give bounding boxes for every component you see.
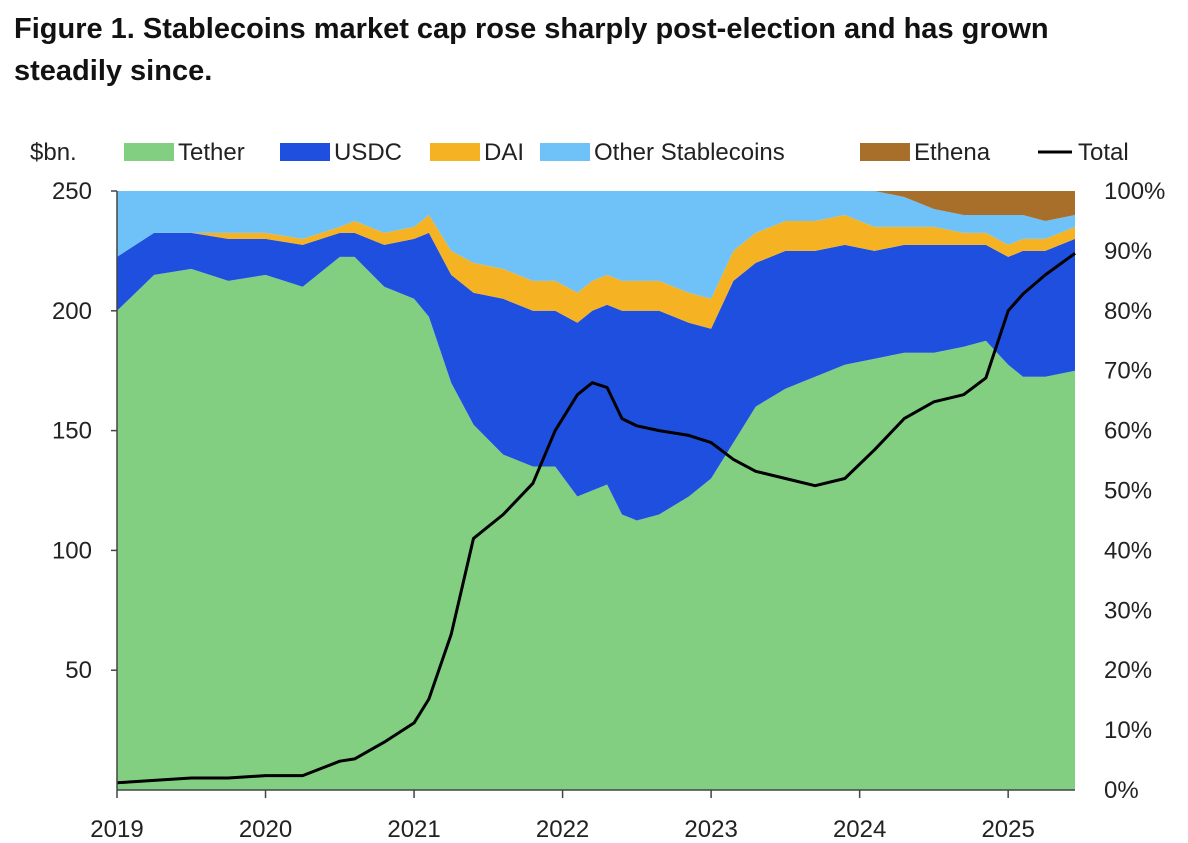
legend-swatch-tether xyxy=(124,143,174,161)
legend-label-dai: DAI xyxy=(484,139,524,166)
total-line xyxy=(116,252,1076,785)
legend-swatch-dai xyxy=(430,143,480,161)
y-right-tick-label: 40% xyxy=(1104,537,1152,564)
x-tick-label: 2025 xyxy=(981,816,1034,843)
y-left-unit-label: $bn. xyxy=(30,139,77,166)
y-right-tick-label: 60% xyxy=(1104,418,1152,445)
legend-swatch-other-stablecoins xyxy=(540,143,590,161)
x-tick-label: 2023 xyxy=(684,816,737,843)
legend: $bn. Tether USDC DAI Other Stablecoins Ethena… xyxy=(30,139,1129,166)
x-tick-label: 2022 xyxy=(536,816,589,843)
y-right-tick-label: 90% xyxy=(1104,238,1152,265)
area-dai xyxy=(117,215,1075,329)
y-left-tick-label: 250 xyxy=(52,178,92,205)
y-right-tick-label: 80% xyxy=(1104,298,1152,325)
legend-label-total: Total xyxy=(1078,139,1129,166)
y-left-tick-label: 200 xyxy=(52,298,92,325)
legend-swatch-ethena xyxy=(860,143,910,161)
legend-swatch-usdc xyxy=(280,143,330,161)
legend-label-ethena: Ethena xyxy=(914,139,991,166)
y-left-tick-label: 100 xyxy=(52,537,92,564)
chart-title: Figure 1. Stablecoins market cap rose sh… xyxy=(14,13,1049,87)
area-layers xyxy=(116,191,1076,790)
x-tick-label: 2019 xyxy=(90,816,143,843)
x-tick-label: 2024 xyxy=(833,816,886,843)
x-tick-label: 2020 xyxy=(239,816,292,843)
legend-label-other-stablecoins: Other Stablecoins xyxy=(594,139,785,166)
legend-label-usdc: USDC xyxy=(334,139,402,166)
x-tick-label: 2021 xyxy=(387,816,440,843)
y-right-tick-label: 0% xyxy=(1104,777,1139,804)
legend-label-tether: Tether xyxy=(178,139,245,166)
area-tether xyxy=(117,256,1075,790)
y-right-tick-label: 70% xyxy=(1104,358,1152,385)
y-right-tick-label: 30% xyxy=(1104,597,1152,624)
y-left-tick-label: 150 xyxy=(52,418,92,445)
y-right-tick-label: 100% xyxy=(1104,178,1165,205)
y-right-tick-label: 10% xyxy=(1104,717,1152,744)
area-other-stablecoins xyxy=(117,191,1075,299)
y-right-tick-label: 20% xyxy=(1104,657,1152,684)
y-left-tick-label: 50 xyxy=(65,657,92,684)
area-ethena xyxy=(117,191,1075,221)
y-right-tick-label: 50% xyxy=(1104,478,1152,505)
axes: 250 200 150 100 50 100% 90% 80% 70% 60% 50% 40% 30% 2… xyxy=(52,178,1165,843)
area-usdc xyxy=(117,232,1075,521)
